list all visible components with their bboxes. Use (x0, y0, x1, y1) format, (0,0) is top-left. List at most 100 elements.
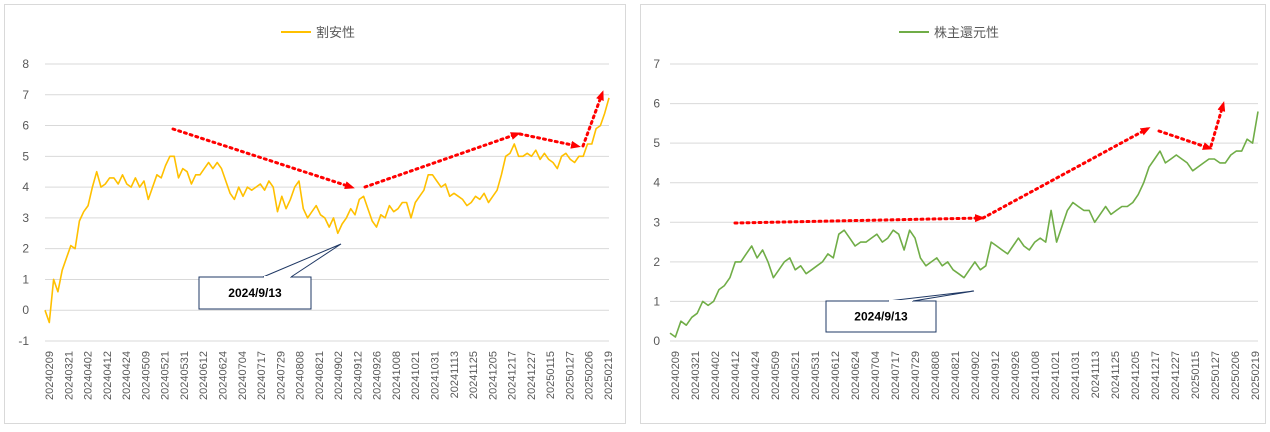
x-tick-label: 20240926 (372, 351, 384, 400)
x-tick-label: 20250115 (545, 351, 557, 399)
y-tick-label: 6 (653, 97, 660, 111)
y-tick-label: 5 (22, 149, 29, 163)
callout-pointer (262, 243, 342, 278)
x-tick-label: 20250127 (1210, 351, 1222, 400)
x-tick-label: 20240717 (256, 351, 268, 400)
y-tick-label: 5 (653, 136, 660, 150)
x-tick-label: 20240902 (333, 351, 345, 400)
x-tick-label: 20240821 (950, 351, 962, 400)
x-tick-label: 20241008 (391, 351, 403, 400)
y-tick-label: 0 (653, 334, 660, 348)
x-tick-label: 20240729 (910, 351, 922, 400)
x-tick-label: 20241113 (449, 351, 461, 398)
legend: 割安性 (281, 25, 355, 41)
chart-left-svg: 割安性 -1 0 1 2 3 4 5 6 7 8 20240209 20240321 20240402 20… (18, 25, 615, 400)
x-tick-label: 20240412 (102, 351, 114, 400)
x-tick-label: 20240624 (217, 351, 229, 400)
trend-arrow (981, 127, 1151, 220)
x-tick-label: 20240912 (990, 351, 1002, 400)
trend-arrow (1209, 101, 1226, 148)
y-tick-label: 6 (22, 119, 29, 133)
x-tick-label: 20241021 (1050, 351, 1062, 400)
y-tick-label: 8 (22, 57, 29, 71)
y-tick-label: -1 (18, 334, 29, 348)
y-tick-label: 4 (22, 180, 29, 194)
x-tick-label: 20241113 (1090, 351, 1102, 398)
x-tick-label: 20240424 (121, 351, 133, 400)
trend-arrow (1157, 129, 1213, 150)
y-tick-label: 1 (653, 294, 660, 308)
x-tick-label: 20240902 (970, 351, 982, 400)
series-line (44, 97, 610, 324)
y-tick-label: 0 (22, 303, 29, 317)
trend-arrow (733, 214, 985, 225)
x-tick-label: 20240424 (750, 351, 762, 400)
x-tick-label: 20240912 (352, 351, 364, 400)
callout-label: 2024/9/13 (854, 310, 908, 324)
x-tick-label: 20240624 (850, 351, 862, 400)
chart-panel-left: 割安性 -1 0 1 2 3 4 5 6 7 8 20240209 20240321 20240402 20… (4, 4, 626, 424)
x-tick-label: 20240612 (830, 351, 842, 400)
callout-pointer (887, 290, 975, 302)
callout: 2024/9/13 (825, 290, 975, 333)
y-tick-label: 1 (22, 272, 29, 286)
x-tick-label: 20240717 (890, 351, 902, 400)
x-tick-label: 20241217 (507, 351, 519, 400)
y-tick-label: 4 (653, 176, 660, 190)
x-tick-label: 20241227 (526, 351, 538, 400)
x-tick-label: 20240808 (295, 351, 307, 400)
y-tick-label: 3 (653, 215, 660, 229)
x-tick-label: 20240926 (1010, 351, 1022, 400)
x-tick-label: 20241205 (1130, 351, 1142, 400)
x-tick-label: 20240402 (83, 351, 95, 400)
x-tick-label: 20240704 (870, 351, 882, 400)
x-tick-label: 20240321 (63, 351, 75, 400)
x-tick-label: 20240209 (44, 351, 56, 400)
callout: 2024/9/13 (198, 243, 342, 310)
x-tick-label: 20240402 (710, 351, 722, 400)
legend-label: 割安性 (316, 25, 355, 41)
x-tick-label: 20240821 (314, 351, 326, 400)
chart-right-svg: 株主還元性 0 1 2 3 4 5 6 7 20240209 20240321 20240402 202… (653, 26, 1262, 400)
x-tick-label: 20240412 (730, 351, 742, 400)
x-tick-label: 20240531 (810, 351, 822, 400)
x-tick-label: 20240521 (160, 351, 172, 400)
x-tick-label: 20250206 (584, 351, 596, 400)
y-tick-label: 7 (653, 57, 660, 71)
x-tick-label: 20240612 (198, 351, 210, 400)
x-tick-label: 20240521 (790, 351, 802, 400)
x-tick-label: 20241125 (1110, 351, 1122, 399)
x-tick-label: 20250219 (603, 351, 615, 400)
x-tick-label: 20240704 (237, 351, 249, 400)
x-tick-label: 20250219 (1250, 351, 1262, 400)
x-tick-label: 20240509 (770, 351, 782, 400)
x-tick-label: 20240321 (690, 351, 702, 400)
x-tick-label: 20241031 (430, 351, 442, 400)
x-tick-label: 20240209 (670, 351, 682, 400)
legend-label: 株主還元性 (934, 26, 999, 41)
x-tick-label: 20250115 (1190, 351, 1202, 399)
x-tick-label: 20241227 (1170, 351, 1182, 400)
x-tick-label: 20250206 (1230, 351, 1242, 400)
y-tick-label: 2 (653, 255, 660, 269)
y-tick-label: 3 (22, 211, 29, 225)
trend-arrow (581, 90, 604, 148)
x-tick-label: 20250127 (564, 351, 576, 400)
trend-arrow (518, 132, 581, 149)
x-tick-label: 20240808 (930, 351, 942, 400)
trend-arrow (171, 127, 355, 189)
y-tick-label: 2 (22, 242, 29, 256)
chart-panel-right: 株主還元性 0 1 2 3 4 5 6 7 20240209 20240321 20240402 202… (640, 4, 1266, 424)
x-tick-label: 20241205 (487, 351, 499, 400)
x-tick-label: 20241125 (468, 351, 480, 399)
legend: 株主還元性 (899, 26, 999, 41)
x-tick-label: 20241031 (1070, 351, 1082, 400)
x-tick-label: 20240531 (179, 351, 191, 400)
x-tick-label: 20241008 (1030, 351, 1042, 400)
x-tick-label: 20240509 (140, 351, 152, 400)
x-tick-label: 20241217 (1150, 351, 1162, 400)
series-line (669, 111, 1259, 338)
x-tick-label: 20241021 (410, 351, 422, 400)
x-tick-label: 20240729 (275, 351, 287, 400)
y-tick-label: 7 (22, 88, 29, 102)
